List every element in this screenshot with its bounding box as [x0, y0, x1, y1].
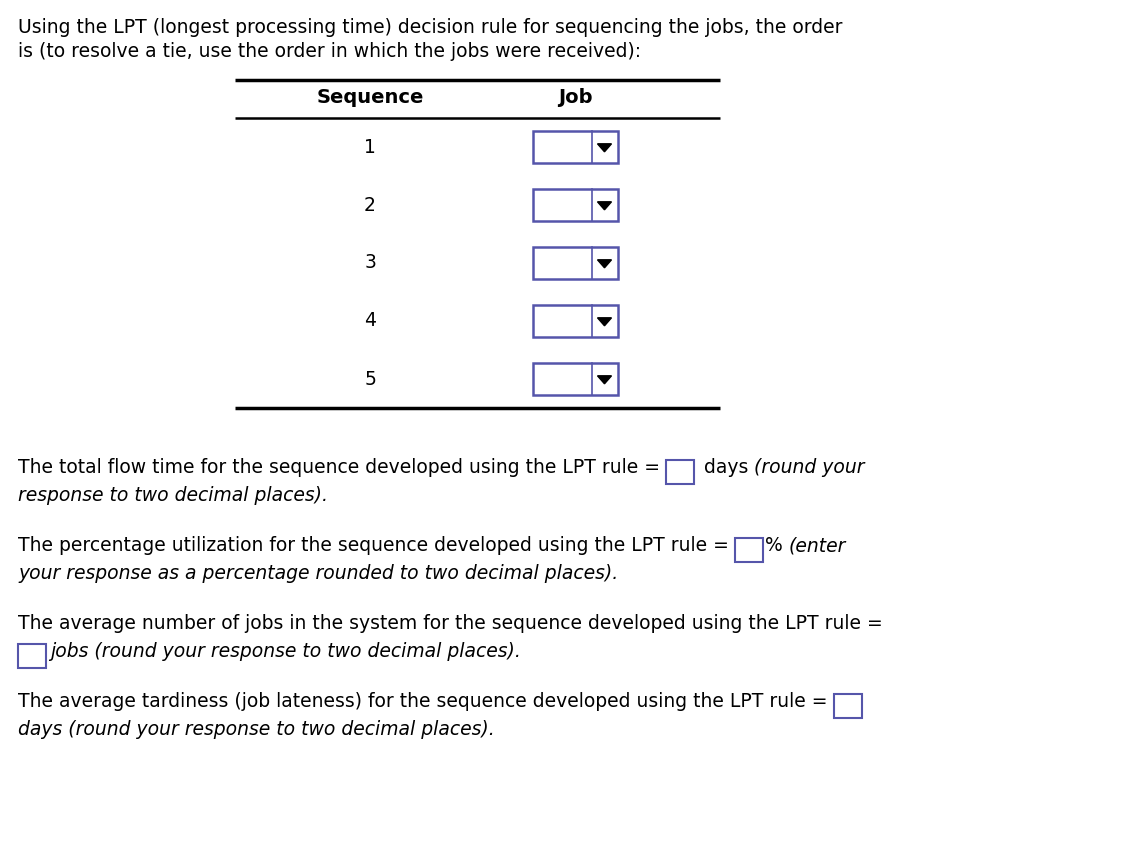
Bar — [533, 363, 617, 395]
Text: The percentage utilization for the sequence developed using the LPT rule =: The percentage utilization for the seque… — [18, 536, 735, 555]
Text: days: days — [698, 458, 754, 477]
Polygon shape — [598, 260, 611, 268]
Polygon shape — [598, 318, 611, 326]
Text: 5: 5 — [364, 370, 375, 388]
Text: %: % — [764, 536, 789, 555]
Text: jobs (round your response to two decimal places).: jobs (round your response to two decimal… — [49, 642, 520, 661]
Polygon shape — [598, 144, 611, 152]
Text: response to two decimal places).: response to two decimal places). — [18, 486, 328, 505]
Text: The total flow time for the sequence developed using the LPT rule =: The total flow time for the sequence dev… — [18, 458, 667, 477]
Polygon shape — [598, 201, 611, 210]
Bar — [735, 538, 763, 562]
Text: (round your: (round your — [754, 458, 864, 477]
Text: (enter: (enter — [789, 536, 846, 555]
Text: Job: Job — [558, 88, 592, 107]
Text: Using the LPT (longest processing time) decision rule for sequencing the jobs, t: Using the LPT (longest processing time) … — [18, 18, 843, 37]
Text: your response as a percentage rounded to two decimal places).: your response as a percentage rounded to… — [18, 564, 618, 583]
Text: The average tardiness (job lateness) for the sequence developed using the LPT ru: The average tardiness (job lateness) for… — [18, 692, 834, 711]
Bar — [533, 131, 617, 163]
Text: 2: 2 — [364, 196, 375, 214]
Bar — [18, 644, 46, 668]
Text: 3: 3 — [364, 253, 375, 273]
Bar — [667, 460, 694, 484]
Bar — [533, 305, 617, 337]
Polygon shape — [598, 376, 611, 384]
Bar — [533, 189, 617, 221]
Text: Sequence: Sequence — [316, 88, 424, 107]
Text: is (to resolve a tie, use the order in which the jobs were received):: is (to resolve a tie, use the order in w… — [18, 42, 641, 61]
Text: 4: 4 — [364, 311, 377, 331]
Bar — [533, 247, 617, 279]
Bar — [834, 694, 861, 718]
Text: days (round your response to two decimal places).: days (round your response to two decimal… — [18, 720, 495, 739]
Text: 1: 1 — [364, 138, 375, 156]
Text: The average number of jobs in the system for the sequence developed using the LP: The average number of jobs in the system… — [18, 614, 882, 633]
